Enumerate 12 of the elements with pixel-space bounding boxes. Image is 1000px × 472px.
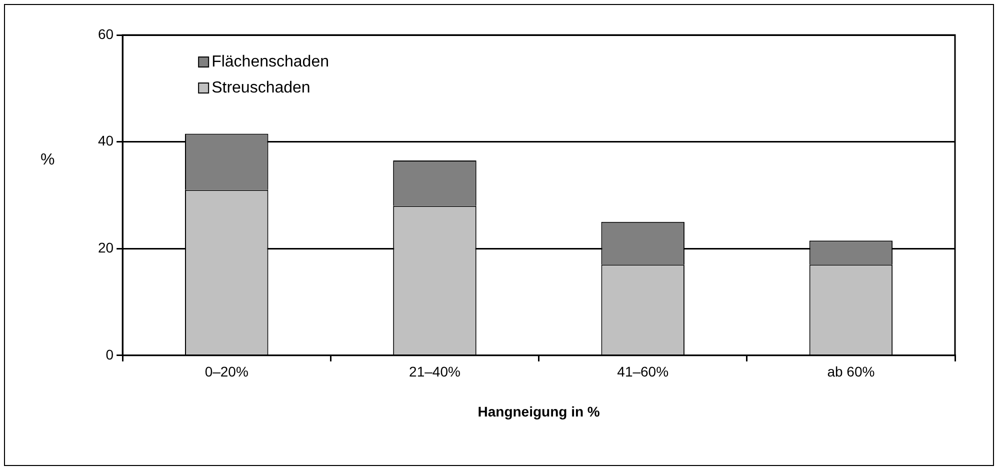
x-tick-label: ab 60% bbox=[827, 364, 875, 380]
y-tick-label: 0 bbox=[106, 346, 114, 362]
x-tick-label: 21–40% bbox=[409, 364, 460, 380]
y-tick-label: 40 bbox=[98, 132, 114, 149]
y-tick-label: 60 bbox=[98, 26, 114, 42]
y-tick-label: 20 bbox=[98, 239, 114, 256]
legend-label: Flächenschaden bbox=[212, 53, 329, 70]
legend-label: Streuschaden bbox=[212, 79, 310, 96]
y-axis-title: % bbox=[40, 151, 55, 168]
x-axis-title: Hangneigung in % bbox=[478, 403, 600, 420]
x-tick-label: 0–20% bbox=[204, 364, 248, 380]
x-tick-label: 41–60% bbox=[617, 364, 669, 380]
